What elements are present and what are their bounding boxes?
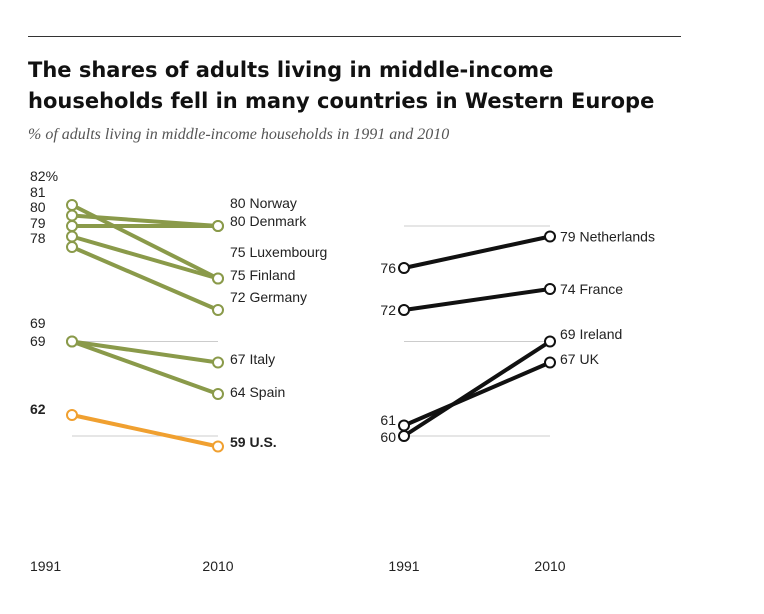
value-label-finland-2010: 75 Finland bbox=[230, 267, 295, 283]
series-line-u-s bbox=[70, 413, 220, 449]
data-point-finland-1991 bbox=[66, 230, 78, 243]
value-label-france-1991: 72 bbox=[380, 302, 396, 318]
data-point-france-1991 bbox=[398, 304, 410, 316]
value-label-uk-1991: 61 bbox=[380, 412, 396, 428]
series-line-uk bbox=[402, 360, 552, 428]
data-point-netherlands-2010 bbox=[544, 230, 556, 243]
data-point-uk-2010 bbox=[544, 356, 556, 369]
value-label-uk-2010: 67 UK bbox=[560, 351, 600, 367]
value-label-luxembourg-1991: 82% bbox=[30, 168, 58, 184]
data-point-u-s-1991 bbox=[66, 409, 78, 421]
value-label-ireland-2010: 69 Ireland bbox=[560, 326, 622, 342]
series-line-italy bbox=[70, 339, 220, 365]
title-line-1: The shares of adults living in middle-in… bbox=[28, 58, 554, 82]
series-line-finland bbox=[70, 234, 220, 281]
x-tick-label-2010: 2010 bbox=[534, 558, 565, 574]
data-point-germany-1991 bbox=[66, 241, 78, 253]
x-tick-label-2010: 2010 bbox=[202, 558, 233, 574]
value-label-denmark-2010: 80 Denmark bbox=[230, 213, 307, 229]
x-tick-label-1991: 1991 bbox=[30, 558, 61, 574]
data-point-netherlands-1991 bbox=[398, 262, 410, 274]
series-line-spain bbox=[70, 339, 220, 396]
series-line-luxembourg bbox=[70, 203, 220, 281]
chart-subtitle: % of adults living in middle-income hous… bbox=[28, 126, 450, 143]
data-point-spain-2010 bbox=[212, 388, 224, 400]
data-point-finland-2010 bbox=[212, 272, 224, 285]
data-point-denmark-1991 bbox=[66, 220, 78, 232]
value-label-u-s-2010: 59 U.S. bbox=[230, 434, 277, 450]
value-label-france-2010: 74 France bbox=[560, 281, 623, 297]
value-label-luxembourg-2010: 75 Luxembourg bbox=[230, 244, 327, 260]
data-point-france-2010 bbox=[544, 283, 556, 295]
value-label-finland-1991: 79 bbox=[30, 215, 46, 231]
chart-panel-1: 1991 2010 81 80 Norway 80 80 Denmark 82% 75 Lux… bbox=[30, 168, 327, 574]
value-label-u-s-1991: 62 bbox=[30, 401, 46, 417]
value-label-ireland-1991: 60 bbox=[380, 429, 396, 445]
data-point-luxembourg-1991 bbox=[66, 199, 78, 211]
series-line-ireland bbox=[402, 339, 552, 438]
chart-title: The shares of adults living in middle-in… bbox=[28, 55, 728, 117]
data-point-ireland-2010 bbox=[544, 335, 556, 348]
value-label-netherlands-1991: 76 bbox=[380, 260, 396, 276]
chart-panel-2: 1991 2010 76 79 Netherlands 72 74 France 60 69 … bbox=[380, 225, 655, 574]
value-label-italy-1991: 69 bbox=[30, 315, 46, 331]
data-point-italy-2010 bbox=[212, 356, 224, 369]
series-line-netherlands bbox=[402, 234, 552, 270]
value-label-denmark-1991: 80 bbox=[30, 199, 46, 215]
data-point-u-s-2010 bbox=[212, 440, 224, 453]
top-rule bbox=[28, 36, 681, 37]
value-label-germany-2010: 72 Germany bbox=[230, 289, 307, 305]
value-label-norway-1991: 81 bbox=[30, 184, 46, 200]
series-line-france bbox=[402, 287, 552, 312]
data-point-ireland-1991 bbox=[398, 430, 410, 442]
data-point-spain-1991 bbox=[66, 335, 78, 348]
value-label-spain-1991: 69 bbox=[30, 333, 46, 349]
data-point-denmark-2010 bbox=[212, 220, 224, 232]
value-label-italy-2010: 67 Italy bbox=[230, 351, 275, 367]
x-tick-label-1991: 1991 bbox=[388, 558, 419, 574]
series-line-germany bbox=[70, 245, 220, 312]
value-label-germany-1991: 78 bbox=[30, 230, 46, 246]
value-label-spain-2010: 64 Spain bbox=[230, 384, 285, 400]
value-label-netherlands-2010: 79 Netherlands bbox=[560, 229, 655, 245]
data-point-germany-2010 bbox=[212, 304, 224, 316]
data-point-norway-1991 bbox=[66, 209, 78, 222]
data-point-uk-1991 bbox=[398, 419, 410, 432]
title-line-2: households fell in many countries in Wes… bbox=[28, 89, 655, 113]
value-label-norway-2010: 80 Norway bbox=[230, 195, 297, 211]
